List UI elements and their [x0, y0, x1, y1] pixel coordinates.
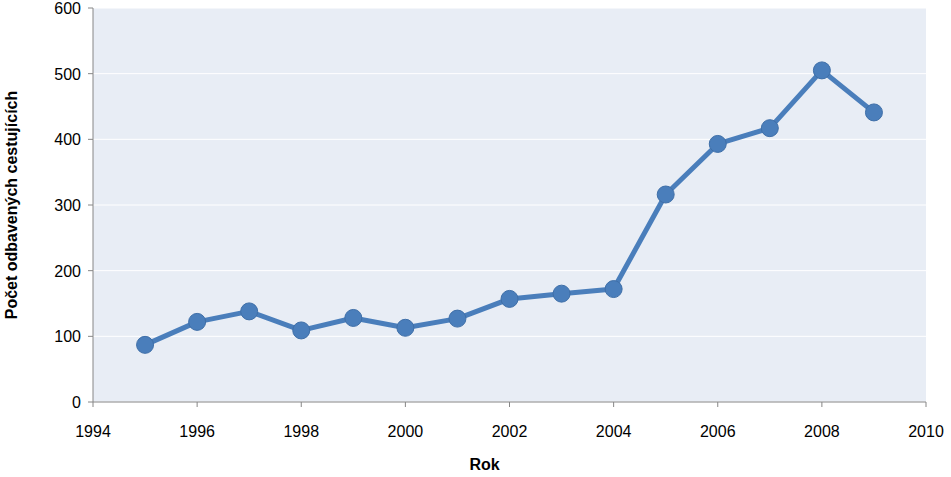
- y-tick-label: 300: [54, 197, 81, 214]
- marker: [865, 104, 882, 121]
- x-tick-label: 2006: [700, 423, 736, 440]
- x-axis-label: Rok: [469, 456, 499, 473]
- x-tick-label: 1998: [283, 423, 319, 440]
- grid-line: [93, 139, 926, 140]
- x-tick: [93, 402, 94, 407]
- chart: 0 100 200 300 400 500 600 1994 1996 1998 2000 2002 2…: [0, 0, 951, 477]
- y-tick: [88, 139, 93, 140]
- x-tick-label: 2000: [388, 423, 424, 440]
- x-tick: [717, 402, 718, 407]
- line: [145, 70, 874, 344]
- y-tick-label: 400: [54, 131, 81, 148]
- grid-line: [93, 205, 926, 206]
- x-axis: [93, 402, 926, 403]
- series: [137, 62, 883, 353]
- y-tick-label: 600: [54, 0, 81, 17]
- y-tick: [88, 336, 93, 337]
- marker: [501, 290, 518, 307]
- x-tick: [509, 402, 510, 407]
- grid-line: [93, 270, 926, 271]
- y-tick-label: 0: [72, 394, 81, 411]
- y-tick: [88, 402, 93, 403]
- x-tick: [613, 402, 614, 407]
- marker: [137, 336, 154, 353]
- y-axis-label: Počet odbavených cestujících: [3, 91, 20, 320]
- marker: [241, 303, 258, 320]
- marker: [397, 319, 414, 336]
- x-tick: [197, 402, 198, 407]
- grid-line: [93, 8, 926, 9]
- x-tick-label: 2002: [492, 423, 528, 440]
- x-tick: [821, 402, 822, 407]
- x-tick: [405, 402, 406, 407]
- marker: [761, 120, 778, 137]
- grid-line: [93, 73, 926, 74]
- marker: [657, 186, 674, 203]
- x-tick-label: 2008: [804, 423, 840, 440]
- grid-line: [93, 336, 926, 337]
- x-tick: [926, 402, 927, 407]
- plot-area: [93, 8, 926, 402]
- marker: [449, 310, 466, 327]
- y-tick: [88, 270, 93, 271]
- x-tick-label: 2010: [908, 423, 944, 440]
- x-tick-label: 1994: [75, 423, 111, 440]
- y-tick-label: 500: [54, 66, 81, 83]
- y-tick: [88, 8, 93, 9]
- marker: [553, 285, 570, 302]
- marker: [189, 313, 206, 330]
- x-tick: [301, 402, 302, 407]
- y-tick-label: 200: [54, 263, 81, 280]
- grid-line: [93, 402, 926, 403]
- marker: [345, 309, 362, 326]
- marker: [293, 322, 310, 339]
- marker: [813, 62, 830, 79]
- x-tick-label: 2004: [596, 423, 632, 440]
- marker: [605, 281, 622, 298]
- y-tick: [88, 205, 93, 206]
- x-tick-label: 1996: [179, 423, 215, 440]
- y-axis: [93, 8, 94, 402]
- y-tick-label: 100: [54, 328, 81, 345]
- marker: [709, 135, 726, 152]
- y-tick: [88, 73, 93, 74]
